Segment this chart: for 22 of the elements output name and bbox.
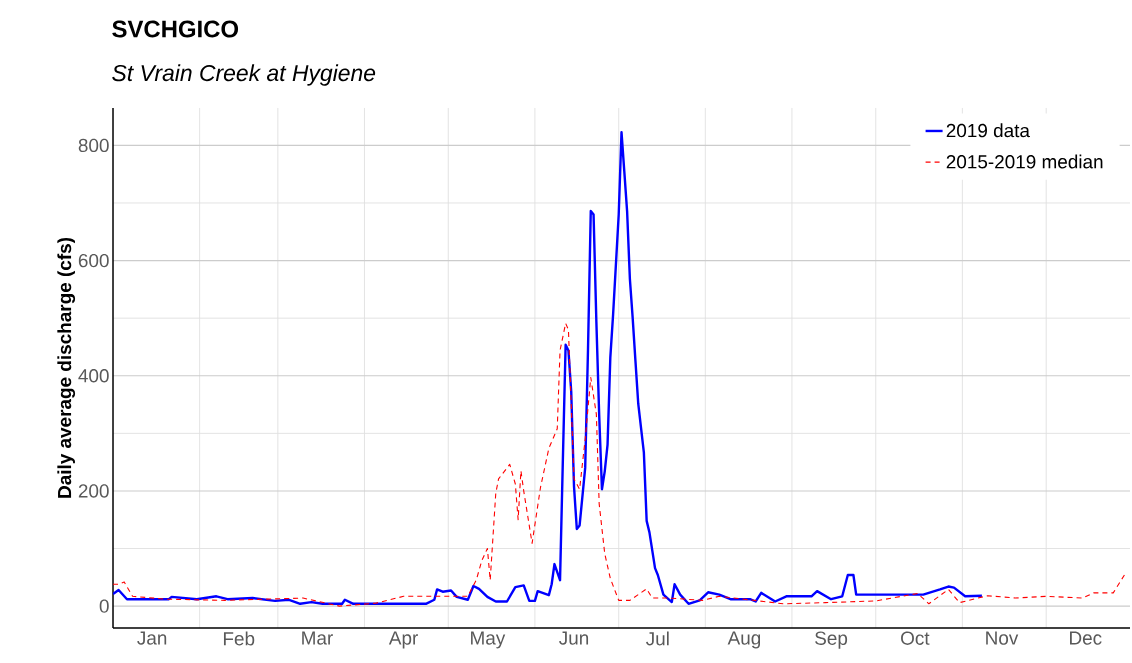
x-tick-label: Aug bbox=[727, 631, 761, 649]
x-tick-label: Nov bbox=[986, 631, 1019, 645]
x-tick-label: Apr bbox=[388, 631, 418, 649]
y-tick-label: 600 bbox=[78, 253, 109, 268]
chart-subtitle: St Vrain Creek at Hygiene bbox=[112, 64, 376, 86]
y-tick-label: 800 bbox=[78, 138, 109, 153]
x-tick-label: Dec bbox=[1070, 631, 1102, 645]
y-axis-title: Daily average discharge (cfs) bbox=[57, 237, 76, 498]
y-tick-label: 0 bbox=[99, 599, 109, 613]
x-tick-label: May bbox=[471, 631, 506, 649]
x-tick-label: Jun bbox=[559, 631, 589, 645]
x-tick-label: Mar bbox=[302, 631, 333, 645]
x-tick-label: Sep bbox=[815, 631, 848, 649]
x-tick-label: Jan bbox=[137, 631, 167, 645]
legend-label: 2019 data bbox=[946, 123, 1030, 138]
y-tick-label: 200 bbox=[78, 484, 109, 498]
x-tick-label: Feb bbox=[223, 631, 255, 646]
legend-label: 2015-2019 median bbox=[946, 154, 1103, 169]
y-tick-label: 400 bbox=[78, 369, 109, 383]
chart-title: SVCHGICO bbox=[112, 20, 239, 38]
x-tick-label: Oct bbox=[901, 631, 930, 645]
x-tick-label: Jul bbox=[646, 631, 669, 646]
